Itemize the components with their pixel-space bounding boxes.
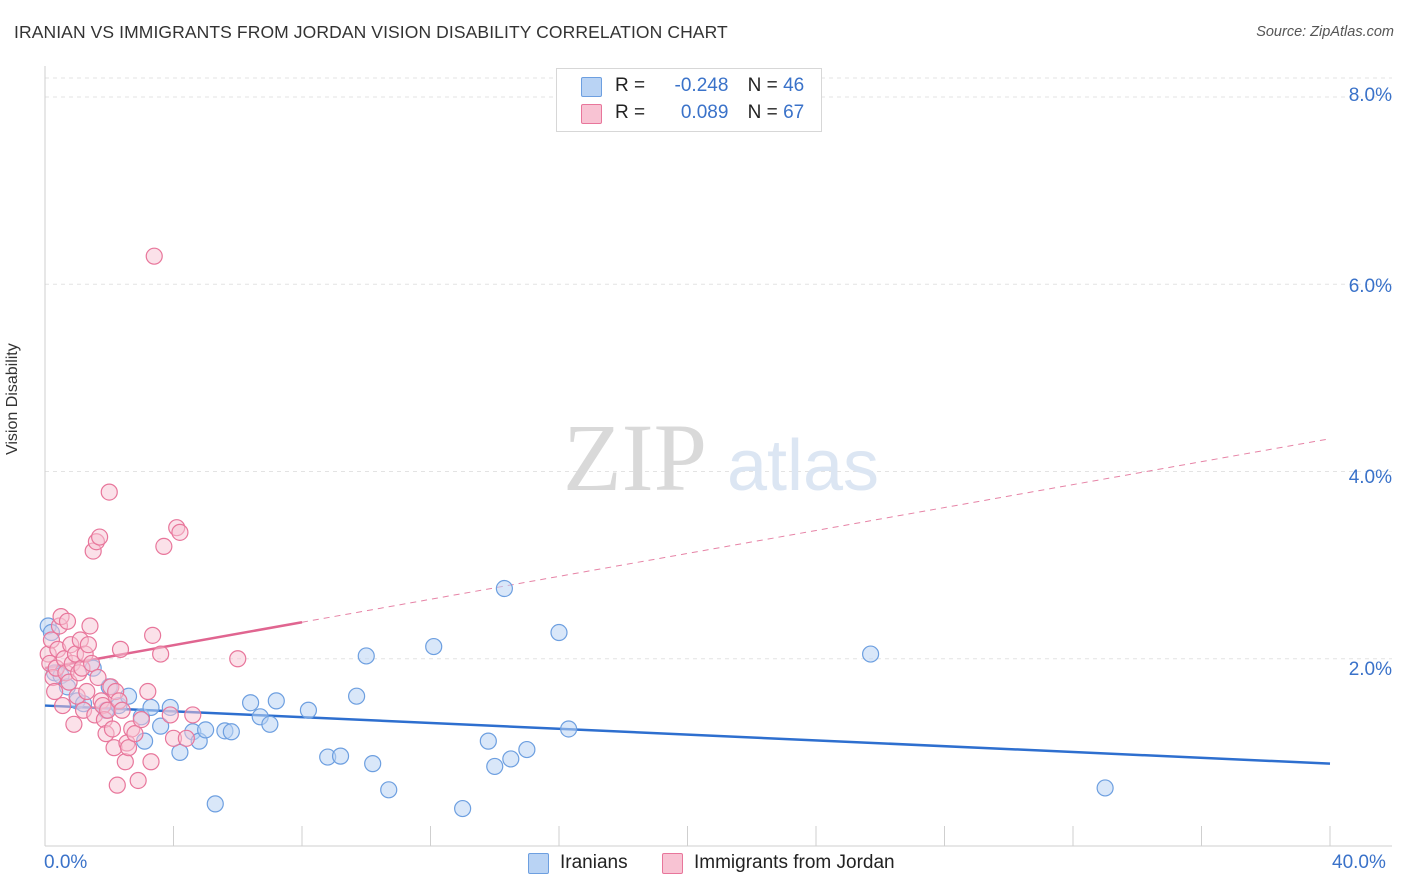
data-point	[171, 743, 189, 761]
gridlines	[45, 77, 1392, 660]
data-point	[65, 715, 83, 733]
trend-line-dashed-1	[301, 438, 1331, 623]
data-point	[119, 739, 138, 757]
data-point	[81, 617, 99, 635]
data-point	[862, 645, 880, 663]
data-point	[129, 771, 147, 790]
data-point	[518, 740, 536, 759]
data-point	[357, 647, 375, 665]
legend-n-label: N =	[747, 102, 778, 123]
data-point	[111, 640, 130, 658]
data-point	[82, 654, 101, 673]
legend-r-label: R =	[615, 102, 646, 123]
data-point	[177, 729, 195, 747]
data-point	[58, 612, 77, 630]
bottom-legend-swatch-jordan	[662, 853, 683, 874]
data-point	[113, 701, 131, 719]
data-point	[206, 795, 224, 813]
data-points	[39, 247, 1114, 818]
bottom-legend-swatch-iranians	[528, 853, 549, 874]
data-point	[261, 715, 279, 733]
data-point	[331, 747, 350, 765]
data-point	[425, 637, 443, 656]
data-point	[161, 706, 179, 724]
data-point	[184, 706, 202, 724]
data-point	[78, 682, 96, 701]
data-point	[132, 711, 150, 729]
data-point	[145, 247, 163, 265]
data-point	[89, 668, 107, 687]
data-point	[348, 687, 366, 705]
legend-r-label: R =	[615, 75, 646, 96]
data-point	[100, 483, 118, 501]
data-point	[1096, 779, 1114, 797]
x-tick-label-min: 0.0%	[44, 852, 88, 873]
legend-n-label: N =	[747, 75, 778, 96]
data-point	[142, 753, 160, 771]
watermark-atlas: atlas	[727, 426, 879, 506]
chart-title: IRANIAN VS IMMIGRANTS FROM JORDAN VISION…	[14, 22, 728, 42]
data-point	[91, 528, 109, 546]
data-point	[139, 682, 157, 701]
legend-r-value-iranians: -0.248	[674, 75, 729, 96]
data-point	[144, 626, 162, 644]
data-point	[108, 776, 126, 794]
y-axis-label: Vision Disability	[4, 343, 21, 455]
data-point	[495, 579, 513, 598]
legend-n-value-jordan: 67	[783, 102, 805, 123]
legend-r-value-jordan: 0.089	[680, 102, 729, 123]
y-tick-label-8: 8.0%	[1348, 85, 1392, 106]
data-point	[103, 720, 122, 738]
data-point	[222, 723, 240, 741]
axes	[44, 66, 1392, 847]
data-point	[560, 720, 578, 738]
source-label: Source: ZipAtlas.com	[1256, 24, 1394, 40]
bottom-legend-label-jordan: Immigrants from Jordan	[694, 852, 895, 873]
bottom-legend-label-iranians: Iranians	[560, 852, 628, 873]
y-tick-label-4: 4.0%	[1348, 467, 1392, 488]
data-point	[502, 750, 520, 768]
data-point	[155, 537, 173, 556]
data-point	[197, 721, 215, 739]
x-tick-label-max: 40.0%	[1332, 852, 1386, 873]
data-point	[242, 694, 260, 712]
data-point	[267, 692, 285, 710]
data-point	[116, 753, 134, 771]
data-point	[486, 757, 504, 776]
y-tick-label-2: 2.0%	[1348, 659, 1392, 680]
data-point	[152, 717, 170, 735]
data-point	[152, 645, 170, 663]
data-point	[550, 623, 568, 642]
legend-swatch-jordan	[581, 104, 602, 124]
y-tick-label-6: 6.0%	[1348, 276, 1392, 297]
data-point	[79, 636, 97, 654]
watermark-zip: ZIP	[563, 404, 707, 511]
data-point	[380, 781, 398, 799]
data-point	[454, 799, 472, 818]
data-point	[171, 523, 189, 541]
legend-swatch-iranians	[581, 77, 602, 97]
data-point	[479, 732, 497, 750]
data-point	[364, 755, 382, 773]
data-point	[46, 682, 64, 701]
data-point	[229, 650, 247, 668]
correlation-legend: R = -0.248 N = 46 R = 0.089 N = 67	[556, 68, 822, 132]
data-point	[126, 725, 144, 743]
legend-n-value-iranians: 46	[783, 75, 805, 96]
data-point	[54, 696, 72, 715]
data-point	[299, 701, 318, 719]
